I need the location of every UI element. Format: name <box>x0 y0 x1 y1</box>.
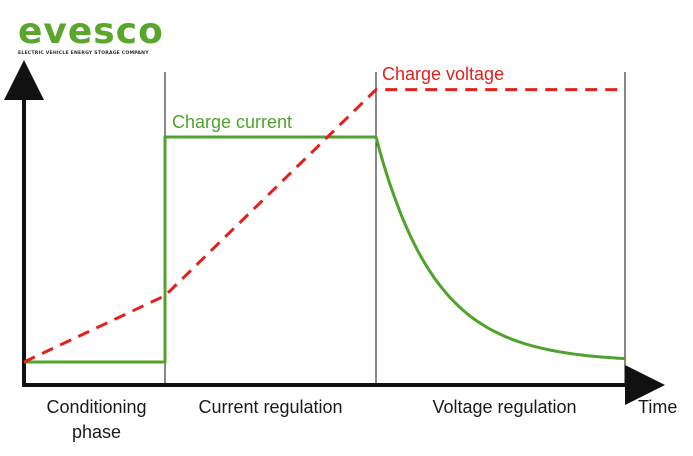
logo: evesco ELECTRIC VEHICLE ENERGY STORAGE C… <box>18 11 178 57</box>
series-label-charge-current: Charge current <box>172 112 292 132</box>
series-line-1 <box>23 88 625 364</box>
phase-label-3: Voltage regulation <box>432 397 576 417</box>
series-label-charge-voltage: Charge voltage <box>382 64 504 84</box>
labels-layer: Charge current Charge voltage Conditioning… <box>46 64 677 442</box>
phase-label-2: Current regulation <box>198 397 342 417</box>
logo-wordmark: evesco <box>18 11 164 52</box>
series-layer <box>23 88 626 364</box>
phase-label-1-line-2: phase <box>72 422 121 442</box>
logo-tagline: ELECTRIC VEHICLE ENERGY STORAGE COMPANY <box>18 51 149 56</box>
series-line-0 <box>24 135 626 364</box>
axes <box>4 60 665 405</box>
x-axis-label: Time <box>638 397 677 417</box>
phase-label-1-line-1: Conditioning <box>46 397 146 417</box>
